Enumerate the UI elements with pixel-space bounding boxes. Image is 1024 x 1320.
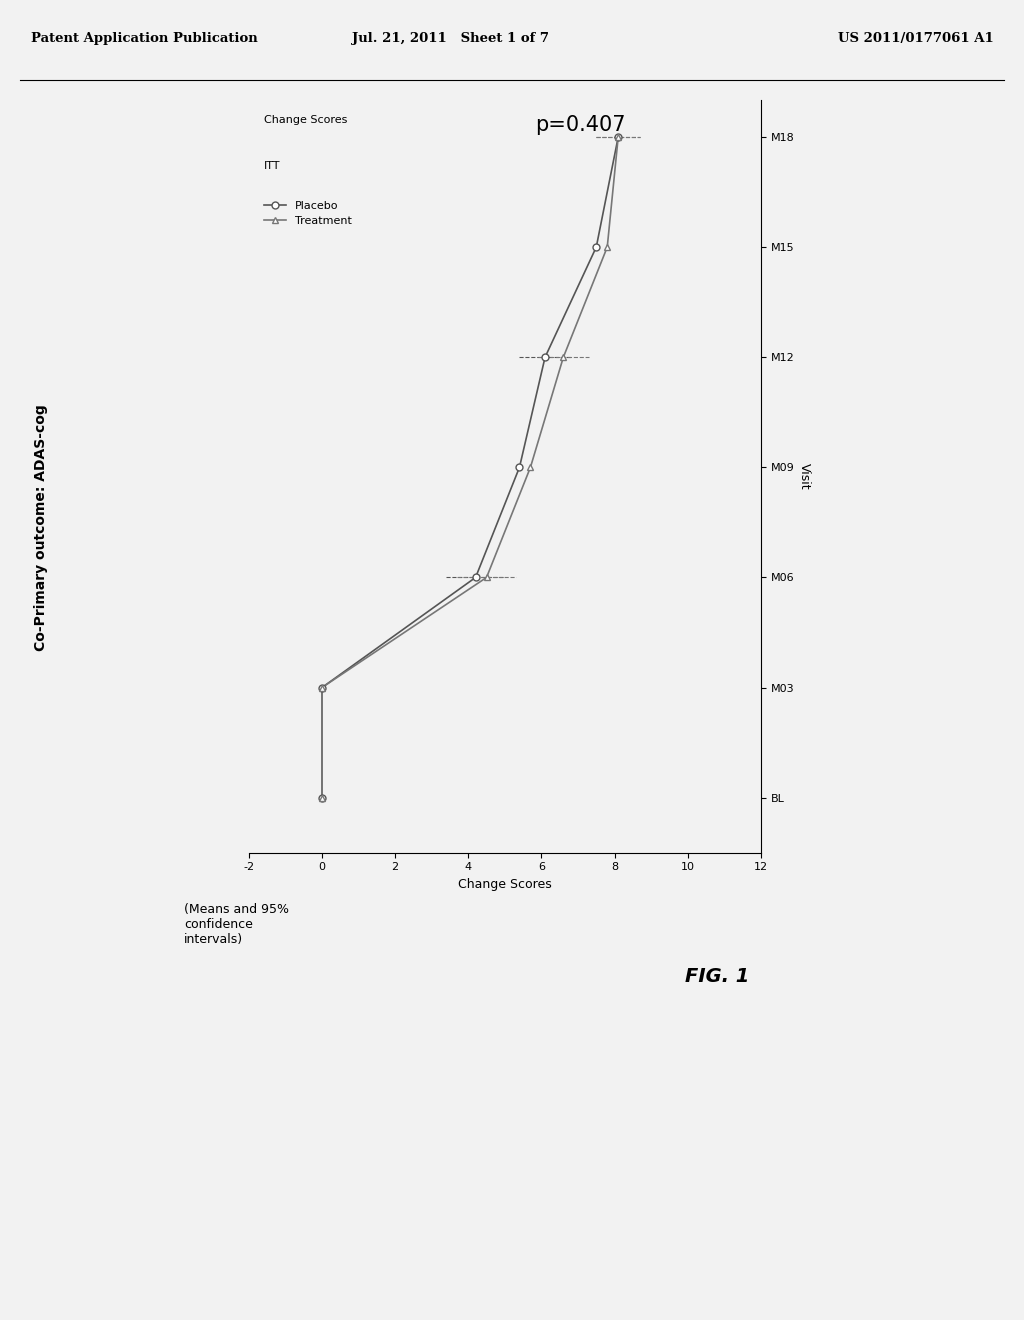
Text: Change Scores: Change Scores [264, 115, 347, 125]
Text: Co-Primary outcome: ADAS-cog: Co-Primary outcome: ADAS-cog [34, 405, 48, 651]
X-axis label: Change Scores: Change Scores [458, 878, 552, 891]
Y-axis label: Visit: Visit [798, 463, 811, 490]
Text: Jul. 21, 2011   Sheet 1 of 7: Jul. 21, 2011 Sheet 1 of 7 [352, 32, 549, 45]
Legend: Placebo, Treatment: Placebo, Treatment [259, 197, 356, 231]
Text: (Means and 95%
confidence
intervals): (Means and 95% confidence intervals) [184, 903, 290, 946]
Text: Patent Application Publication: Patent Application Publication [31, 32, 257, 45]
Text: ITT: ITT [264, 161, 281, 170]
Text: US 2011/0177061 A1: US 2011/0177061 A1 [838, 32, 993, 45]
Text: p=0.407: p=0.407 [536, 115, 626, 136]
Text: FIG. 1: FIG. 1 [685, 968, 749, 986]
